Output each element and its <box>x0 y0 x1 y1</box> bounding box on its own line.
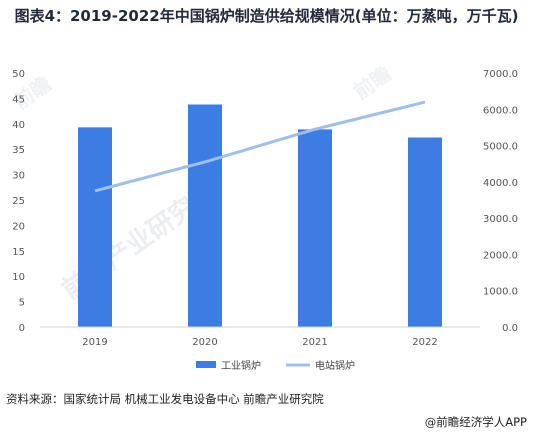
legend-label-line: 电站锅炉 <box>315 359 355 372</box>
y-left-tick-label: 30 <box>12 171 25 182</box>
bar-2019 <box>78 127 112 327</box>
y-left-tick-label: 45 <box>12 94 25 105</box>
y-axis-left: 0 5 10 15 20 25 30 35 40 45 50 <box>12 69 25 334</box>
x-tick-label: 2019 <box>82 337 107 348</box>
y-right-tick-label: 3000.0 <box>483 214 518 225</box>
y-left-tick-label: 20 <box>12 221 25 232</box>
x-tick-label: 2020 <box>192 337 217 348</box>
y-right-tick-label: 6000.0 <box>483 105 518 116</box>
bar-2020 <box>188 104 222 327</box>
legend-swatch-bar <box>196 361 216 368</box>
y-left-tick-label: 40 <box>12 120 25 131</box>
x-tick-label: 2022 <box>412 337 437 348</box>
y-left-tick-label: 25 <box>12 196 25 207</box>
y-left-tick-label: 10 <box>12 272 25 283</box>
y-right-tick-label: 0.0 <box>502 323 518 334</box>
x-axis: 2019 2020 2021 2022 <box>82 337 437 348</box>
y-left-tick-label: 50 <box>12 69 25 80</box>
legend-label-bar: 工业锅炉 <box>221 360 261 372</box>
y-left-tick-label: 0 <box>19 323 25 334</box>
y-axis-right: 0.0 1000.0 2000.0 3000.0 4000.0 5000.0 6000.0 7… <box>483 69 518 334</box>
source-note: 资料来源：国家统计局 机械工业发电设备中心 前瞻产业研究院 <box>6 392 324 406</box>
y-left-tick-label: 35 <box>12 145 25 156</box>
y-right-tick-label: 4000.0 <box>483 178 518 189</box>
x-tick-label: 2021 <box>302 337 327 348</box>
line-series <box>94 100 426 193</box>
y-left-tick-label: 5 <box>19 298 25 309</box>
bar-2021 <box>298 129 332 327</box>
y-right-tick-label: 1000.0 <box>483 287 518 298</box>
watermark-text: 前瞻 <box>349 61 396 104</box>
y-right-tick-label: 5000.0 <box>483 142 518 153</box>
brand-credit: @前瞻经济学人APP <box>424 415 527 429</box>
bar-2022 <box>408 137 442 327</box>
chart-title: 图表4：2019-2022年中国锅炉制造供给规模情况(单位：万蒸吨，万千瓦) <box>14 7 519 25</box>
legend: 工业锅炉 电站锅炉 <box>196 359 355 372</box>
line-path <box>94 100 426 193</box>
y-right-tick-label: 7000.0 <box>483 69 518 80</box>
y-left-tick-label: 15 <box>12 247 25 258</box>
y-right-tick-label: 2000.0 <box>483 250 518 261</box>
bars <box>78 104 442 327</box>
